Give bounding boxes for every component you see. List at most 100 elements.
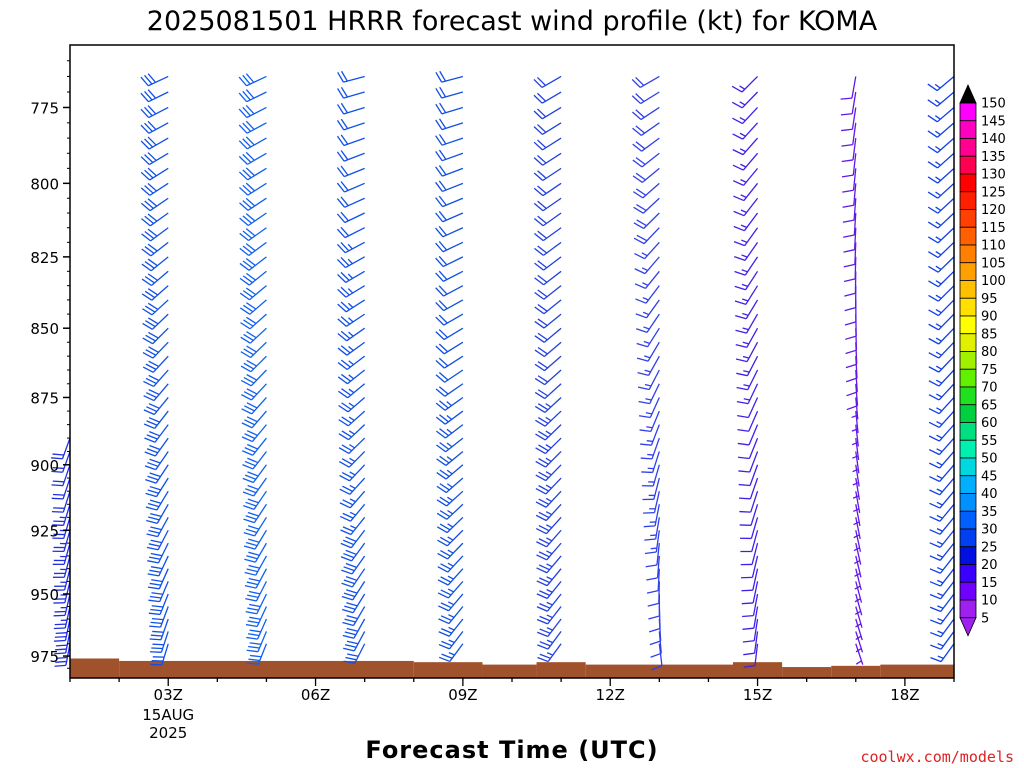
barb-full (635, 188, 647, 196)
barb-full (435, 416, 446, 425)
wind-barb (337, 369, 366, 385)
wind-barb (140, 89, 169, 103)
barb-full (929, 555, 941, 561)
barb-staff (742, 107, 759, 124)
barb-half (739, 101, 746, 106)
barb-full (238, 108, 248, 118)
barb-staff (658, 581, 660, 604)
barb-full (536, 580, 548, 587)
wind-barb (644, 517, 660, 541)
wind-barb (145, 490, 169, 511)
wind-barb (149, 606, 169, 628)
barb-full (929, 515, 941, 522)
barb-full (537, 230, 547, 239)
barb-full (242, 463, 254, 470)
barb-full (344, 618, 356, 623)
y-tick-label-925: 925 (30, 522, 59, 540)
wind-barb (536, 580, 562, 600)
barb-full (247, 633, 260, 637)
barb-half (348, 374, 355, 380)
barb-full (246, 594, 259, 599)
barb-full (245, 89, 255, 99)
barb-full (929, 568, 941, 574)
barb-half (936, 393, 943, 398)
barb-full (534, 391, 546, 400)
barb-full (537, 403, 549, 411)
barb-full (245, 120, 255, 130)
wind-barb (535, 490, 562, 508)
barb-full (439, 536, 451, 544)
barb-full (245, 488, 257, 494)
wind-barb (647, 581, 660, 607)
barb-staff (346, 341, 366, 356)
barb-full (144, 215, 154, 224)
wind-barb (534, 369, 562, 386)
wind-barb (238, 89, 267, 103)
terrain-segment (782, 667, 832, 678)
barb-full (141, 293, 153, 301)
barb-full (336, 151, 345, 162)
wind-barb (240, 341, 267, 359)
wind-barb (435, 149, 464, 162)
barb-full (928, 380, 940, 387)
colorbar-band (959, 510, 977, 530)
barb-full (147, 136, 157, 146)
barb-full (242, 200, 252, 209)
wind-barb (853, 517, 861, 539)
wind-barb (342, 618, 366, 639)
wind-barb (636, 341, 660, 362)
wind-barb (644, 530, 660, 555)
barb-full (536, 541, 547, 548)
barb-full (927, 83, 938, 92)
wind-barb (143, 383, 169, 402)
barb-full (247, 525, 260, 530)
barb-half (447, 562, 454, 567)
barb-full (148, 331, 159, 339)
barb-full (145, 492, 157, 498)
barb-full (142, 366, 154, 373)
barb-full (539, 653, 551, 659)
wind-barb (53, 581, 71, 604)
wind-barb (437, 542, 464, 560)
barb-half (646, 426, 653, 429)
barb-full (244, 460, 256, 467)
barb-half (740, 194, 747, 199)
barb-half (935, 221, 942, 226)
barb-full (337, 71, 344, 83)
wind-barb (52, 504, 71, 526)
wind-barb (340, 529, 366, 549)
barb-full (927, 145, 938, 154)
wind-barb (732, 137, 759, 156)
wind-barb (338, 383, 366, 399)
barb-full (245, 515, 257, 520)
wind-barb (741, 568, 759, 592)
barb-full (735, 358, 748, 363)
barb-half (447, 509, 454, 515)
wind-barb (927, 227, 955, 244)
wind-barb (141, 241, 169, 257)
barb-staff (939, 503, 955, 522)
barb-staff (442, 227, 464, 238)
barb-half (855, 660, 862, 665)
barb-full (438, 300, 448, 310)
colorbar-band (959, 191, 977, 210)
wind-barb (241, 383, 267, 401)
barb-full (340, 529, 352, 536)
wind-barb (51, 464, 71, 487)
barb-staff (445, 437, 464, 453)
barb-half (937, 617, 944, 622)
barb-full (148, 599, 160, 603)
barb-full (150, 552, 163, 557)
wind-barb (435, 341, 464, 355)
wind-barb (241, 424, 267, 443)
barb-full (436, 444, 447, 453)
colorbar-band (959, 155, 977, 175)
barb-full (240, 351, 251, 359)
barb-full (437, 592, 449, 599)
barb-full (535, 460, 546, 468)
barb-full (537, 656, 549, 663)
barb-half (937, 630, 944, 635)
barb-full (534, 291, 545, 300)
barb-full (435, 257, 444, 268)
